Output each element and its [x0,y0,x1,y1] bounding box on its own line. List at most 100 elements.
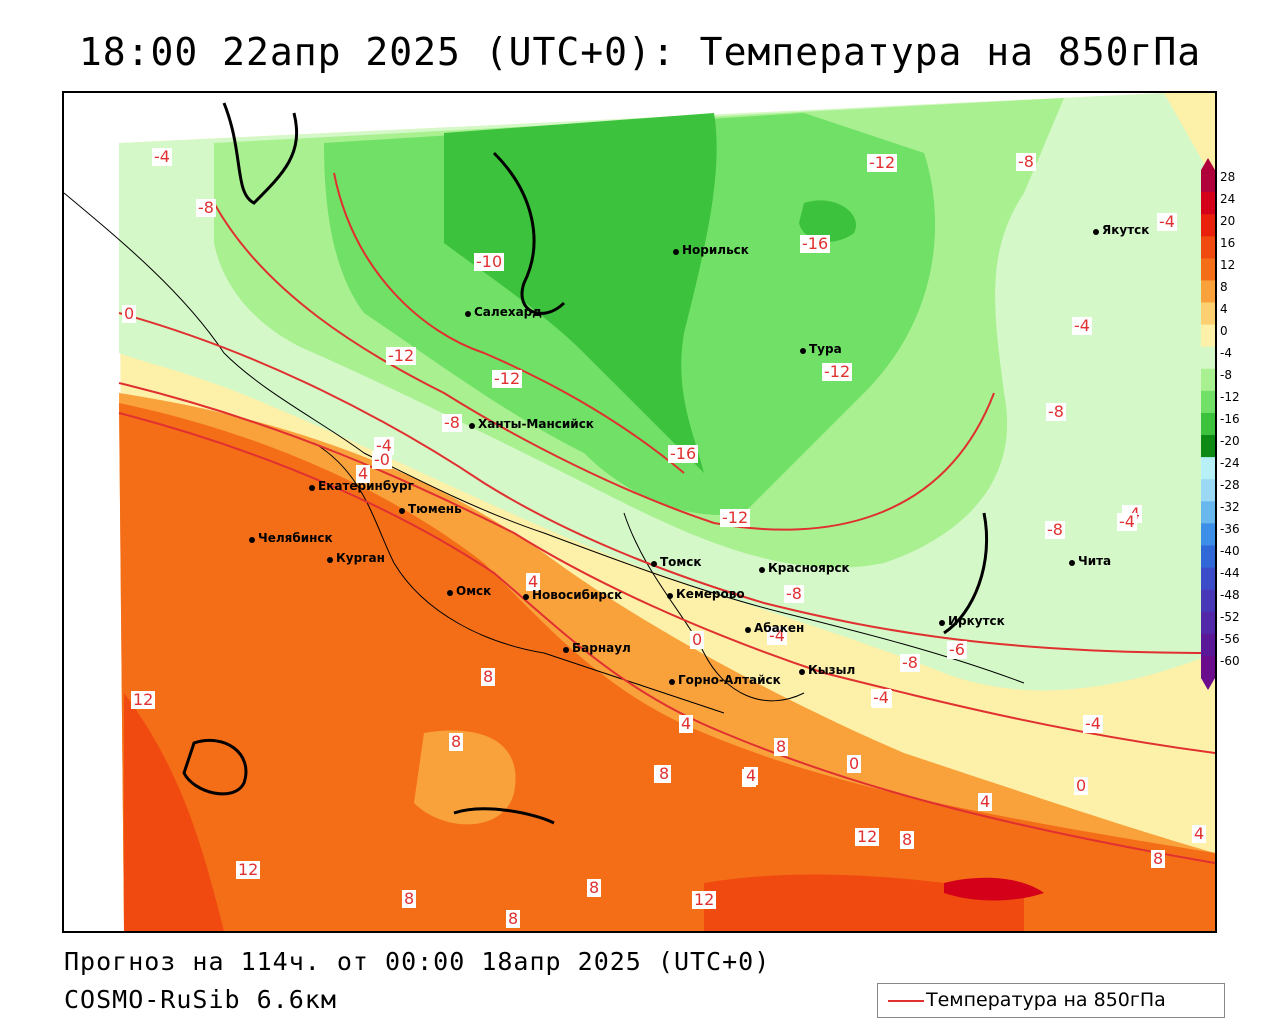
isotherm-label: -12 [867,153,898,172]
isotherm-label: -4 [1072,316,1092,335]
colorbar-top-arrow [1201,158,1215,170]
city-label: Омск [446,584,492,598]
colorbar-tick-label: 24 [1220,192,1236,206]
isotherm-label: -16 [800,234,831,253]
city-label: Чита [1068,554,1112,568]
colorbar-swatch [1201,611,1215,635]
isotherm-label: -6 [947,640,967,659]
isotherm-label: -12 [720,508,751,527]
colorbar-swatch [1201,214,1215,237]
colorbar-tick-label: 12 [1220,258,1236,272]
city-label: Челябинск [249,531,333,545]
city-label: Горно-Алтайск [669,673,781,687]
colorbar-swatch [1201,258,1215,281]
city-label: Ханты-Мансийск [469,417,594,431]
isotherm-label: 8 [402,889,417,908]
colorbar-tick-label: 16 [1220,236,1236,250]
colorbar-swatch [1201,479,1215,502]
isotherm-label: 8 [449,732,464,751]
isotherm-label: 4 [744,766,759,785]
isotherm-label: -4 [1117,512,1137,531]
isotherm-label: -8 [442,413,462,432]
colorbar-tick-label: -60 [1220,654,1240,668]
isotherm-label: -4 [374,436,394,455]
city-label: Иркутск [939,614,1005,628]
isotherm-label: 8 [1151,849,1166,868]
city-label: Кызыл [798,663,856,677]
colorbar-tick-label: -52 [1220,610,1240,624]
isotherm-label: -8 [900,653,920,672]
isotherm-label: 0 [122,304,137,323]
isotherm-label: -10 [474,252,505,271]
legend: Температура на 850гПа [877,983,1225,1018]
isotherm-label: -16 [668,444,699,463]
colorbar-swatch [1201,501,1215,524]
city-label: Салехард [465,305,542,319]
colorbar-bottom-arrow [1201,678,1215,690]
city-label: Абакен [744,621,805,635]
isotherm-label: 8 [774,737,789,756]
colorbar-tick-label: -24 [1220,456,1240,470]
map-title: 18:00 22апр 2025 (UTC+0): Температура на… [78,30,1202,74]
city-label: Красноярск [759,561,850,575]
isotherm-label: 4 [1192,824,1207,843]
isotherm-label: 4 [356,464,371,483]
colorbar-tick-label: -48 [1220,588,1240,602]
isotherm-label: 8 [481,667,496,686]
isotherm-label: -8 [1046,402,1066,421]
colorbar-swatch [1201,435,1215,458]
isotherm-label: -4 [152,147,172,166]
city-label: Тюмень [399,502,462,516]
isotherm-label: 12 [855,827,880,846]
colorbar-swatch [1201,457,1215,480]
isotherm-label: -8 [196,198,216,217]
isotherm-label: 0 [1074,776,1089,795]
isotherm-label: 8 [587,878,602,897]
isotherm-label: -0 [372,450,392,469]
colorbar-tick-label: -16 [1220,412,1240,426]
isotherm-label: 0 [690,630,705,649]
isotherm-label: 4 [978,792,993,811]
colorbar-tick-label: 0 [1220,324,1228,338]
city-label: Норильск [673,243,749,257]
isotherm-label: -4 [871,688,891,707]
city-label: Новосибирск [522,588,623,602]
isotherm-label: 4 [526,572,541,591]
isotherm-label: 4 [679,714,694,733]
isotherm-label: 12 [131,690,156,709]
city-label: Екатеринбург [309,479,414,493]
colorbar-swatch [1201,324,1215,348]
colorbar-tick-label: 28 [1220,170,1236,184]
colorbar-swatch [1201,280,1215,304]
colorbar-tick-label: 20 [1220,214,1236,228]
colorbar-tick-label: -56 [1220,632,1240,646]
isotherm-label: 8 [506,909,521,928]
isotherm-label: 12 [236,860,261,879]
colorbar-tick-label: 4 [1220,302,1228,316]
colorbar-swatch [1201,302,1215,326]
isotherm-label: -8 [1016,152,1036,171]
map-fields [64,93,1215,931]
temperature-map[interactable]: -4 -8 -10 0 -12 -12 -8 -4 -0 4 -12 -16 -… [62,91,1217,933]
colorbar-swatch [1201,236,1215,259]
isotherm-label: -4 [1157,212,1177,231]
colorbar-tick-label: 8 [1220,280,1228,294]
isotherm-label: 8 [657,764,672,783]
isotherm-label: -12 [492,369,523,388]
isotherm-label: 8 [900,830,915,849]
colorbar-tick-label: -32 [1220,500,1240,514]
colorbar-swatch [1201,523,1215,546]
colorbar-swatch [1201,192,1215,215]
colorbar-tick-label: -20 [1220,434,1240,448]
colorbar-swatch [1201,412,1215,436]
colorbar-swatch [1201,633,1215,657]
isotherm-label: -8 [784,584,804,603]
colorbar-swatch [1201,589,1215,613]
colorbar [1201,158,1215,690]
colorbar-tick-label: -4 [1220,346,1232,360]
legend-line-swatch [888,1000,924,1002]
legend-label: Температура на 850гПа [926,989,1166,1011]
isotherm-label: -4 [767,626,787,645]
colorbar-swatch [1201,368,1215,392]
isotherm-label: 12 [692,890,717,909]
